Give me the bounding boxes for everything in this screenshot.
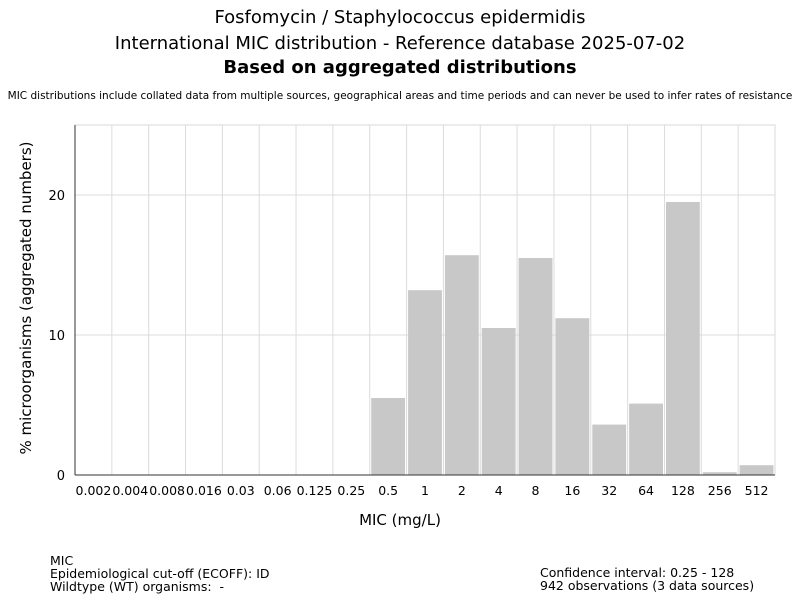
x-axis-label: MIC (mg/L) [359, 511, 441, 529]
bar-2 [444, 255, 479, 475]
x-tick-label: 0.125 [297, 483, 333, 498]
x-tick-label: 1 [421, 483, 429, 498]
y-tick-label: 10 [48, 329, 65, 344]
bar-256 [702, 472, 737, 475]
x-tick-label: 0.5 [378, 483, 398, 498]
chart-title: Fosfomycin / Staphylococcus epidermidis [214, 7, 586, 28]
bar-layer [371, 202, 774, 475]
x-tick-label: 512 [745, 483, 769, 498]
bar-0.5 [371, 398, 406, 475]
bar-4 [481, 328, 516, 475]
bar-16 [555, 318, 590, 475]
footer-confidence-interval: Confidence interval: 0.25 - 128 [540, 565, 735, 580]
y-tick-label: 0 [57, 469, 65, 484]
chart-subtitle-bold: Based on aggregated distributions [223, 57, 577, 78]
axis-layer: 0 10 20 0.002 0.004 0.008 0.016 0.03 0.06 0.125 0.… [48, 125, 775, 498]
footer-observations: 942 observations (3 data sources) [540, 578, 755, 593]
footer-wildtype: Wildtype (WT) organisms: - [50, 579, 225, 594]
y-axis-label: % microorganisms (aggregated numbers) [17, 141, 35, 454]
x-tick-label: 256 [708, 483, 732, 498]
x-tick-label: 4 [495, 483, 503, 498]
x-tick-label: 128 [671, 483, 695, 498]
x-tick-label: 0.002 [76, 483, 112, 498]
x-tick-label: 16 [564, 483, 580, 498]
footer-left: MIC Epidemiological cut-off (ECOFF): ID … [50, 554, 270, 593]
bar-128 [665, 202, 700, 475]
footer-ecoff: Epidemiological cut-off (ECOFF): ID [50, 566, 270, 581]
bar-1 [408, 290, 442, 475]
x-tick-label: 0.06 [264, 483, 292, 498]
chart-subtitle: International MIC distribution - Referen… [114, 33, 686, 54]
x-tick-label: 0.004 [112, 483, 148, 498]
x-tick-label: 0.25 [337, 483, 365, 498]
x-tick-label: 0.03 [227, 483, 255, 498]
x-tick-label: 2 [458, 483, 466, 498]
x-tick-label: 64 [638, 483, 654, 498]
x-tick-label: 0.016 [186, 483, 222, 498]
grid-layer [74, 124, 776, 476]
disclaimer-note: MIC distributions include collated data … [7, 90, 793, 102]
y-tick-label: 20 [48, 189, 65, 204]
bar-32 [592, 424, 627, 475]
x-tick-label: 0.008 [149, 483, 185, 498]
footer-right: Confidence interval: 0.25 - 128 942 obse… [540, 566, 754, 592]
footer-mic-label: MIC [50, 553, 74, 568]
x-tick-label: 8 [532, 483, 540, 498]
bar-64 [629, 403, 663, 475]
bar-512 [739, 465, 774, 475]
x-tick-label: 32 [601, 483, 617, 498]
bar-8 [518, 258, 553, 475]
